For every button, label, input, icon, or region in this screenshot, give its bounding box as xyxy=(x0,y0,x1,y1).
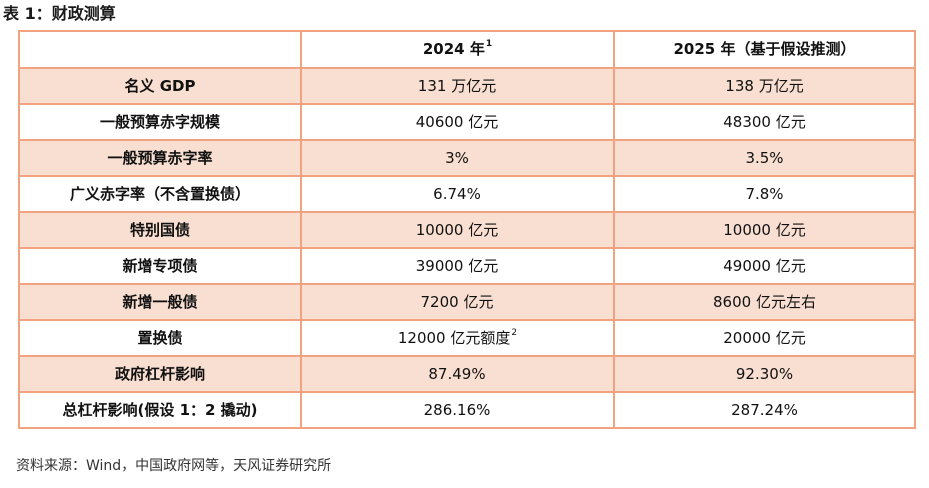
table-row: 一般预算赤字规模 40600 亿元 48300 亿元 xyxy=(18,103,916,141)
table-row: 总杠杆影响(假设 1：2 撬动) 286.16% 287.24% xyxy=(18,391,916,429)
row-label: 一般预算赤字率 xyxy=(18,139,302,177)
table-title: 表 1：财政测算 xyxy=(3,4,116,23)
cell-2024-value: 10000 亿元 xyxy=(415,221,499,239)
table-row: 新增一般债 7200 亿元 8600 亿元左右 xyxy=(18,283,916,321)
table-header-row: 2024 年1 2025 年（基于假设推测） xyxy=(18,30,916,69)
cell-2024: 39000 亿元 xyxy=(300,247,615,285)
cell-2024-value: 87.49% xyxy=(428,365,486,383)
table-row: 政府杠杆影响 87.49% 92.30% xyxy=(18,355,916,393)
cell-2024-value: 40600 亿元 xyxy=(415,113,499,131)
cell-2024: 10000 亿元 xyxy=(300,211,615,249)
table-row: 新增专项债 39000 亿元 49000 亿元 xyxy=(18,247,916,285)
cell-2024-value: 7200 亿元 xyxy=(420,293,494,311)
table-row: 特别国债 10000 亿元 10000 亿元 xyxy=(18,211,916,249)
cell-2025: 8600 亿元左右 xyxy=(613,283,916,321)
cell-2025: 20000 亿元 xyxy=(613,319,916,357)
cell-2024: 12000 亿元额度2 xyxy=(300,319,615,357)
cell-2025: 3.5% xyxy=(613,139,916,177)
footnote-2-marker: 2 xyxy=(511,328,518,338)
fiscal-table-container: 2024 年1 2025 年（基于假设推测） 名义 GDP 131 万亿元 13… xyxy=(18,30,916,429)
cell-2024: 87.49% xyxy=(300,355,615,393)
row-label: 总杠杆影响(假设 1：2 撬动) xyxy=(18,391,302,429)
cell-2024: 40600 亿元 xyxy=(300,103,615,141)
table-row: 名义 GDP 131 万亿元 138 万亿元 xyxy=(18,67,916,105)
header-cell-2025: 2025 年（基于假设推测） xyxy=(613,30,916,69)
cell-2025: 48300 亿元 xyxy=(613,103,916,141)
table-row: 置换债 12000 亿元额度2 20000 亿元 xyxy=(18,319,916,357)
cell-2024-value: 286.16% xyxy=(423,401,491,419)
row-label: 新增一般债 xyxy=(18,283,302,321)
cell-2025: 49000 亿元 xyxy=(613,247,916,285)
cell-2024: 7200 亿元 xyxy=(300,283,615,321)
cell-2025: 7.8% xyxy=(613,175,916,213)
cell-2025: 10000 亿元 xyxy=(613,211,916,249)
header-cell-2024: 2024 年1 xyxy=(300,30,615,69)
cell-2025: 92.30% xyxy=(613,355,916,393)
cell-2024: 3% xyxy=(300,139,615,177)
source-note: 资料来源：Wind，中国政府网等，天风证券研究所 xyxy=(16,458,332,474)
cell-2024-value: 39000 亿元 xyxy=(415,257,499,275)
row-label: 一般预算赤字规模 xyxy=(18,103,302,141)
footnote-1-marker: 1 xyxy=(485,39,493,49)
cell-2024-value: 3% xyxy=(445,149,469,167)
cell-2024: 131 万亿元 xyxy=(300,67,615,105)
cell-2024: 286.16% xyxy=(300,391,615,429)
cell-2024-value: 131 万亿元 xyxy=(417,77,497,95)
row-label: 新增专项债 xyxy=(18,247,302,285)
cell-2025: 138 万亿元 xyxy=(613,67,916,105)
table-row: 广义赤字率（不含置换债） 6.74% 7.8% xyxy=(18,175,916,213)
table-row: 一般预算赤字率 3% 3.5% xyxy=(18,139,916,177)
cell-2024-value: 12000 亿元额度 xyxy=(397,329,511,347)
cell-2024-value: 6.74% xyxy=(433,185,481,203)
fiscal-table: 2024 年1 2025 年（基于假设推测） 名义 GDP 131 万亿元 13… xyxy=(18,30,916,429)
row-label: 特别国债 xyxy=(18,211,302,249)
header-2024-label: 2024 年 xyxy=(422,40,485,58)
row-label: 政府杠杆影响 xyxy=(18,355,302,393)
header-cell-empty xyxy=(18,30,302,69)
row-label: 广义赤字率（不含置换债） xyxy=(18,175,302,213)
row-label: 置换债 xyxy=(18,319,302,357)
row-label: 名义 GDP xyxy=(18,67,302,105)
cell-2024: 6.74% xyxy=(300,175,615,213)
cell-2025: 287.24% xyxy=(613,391,916,429)
